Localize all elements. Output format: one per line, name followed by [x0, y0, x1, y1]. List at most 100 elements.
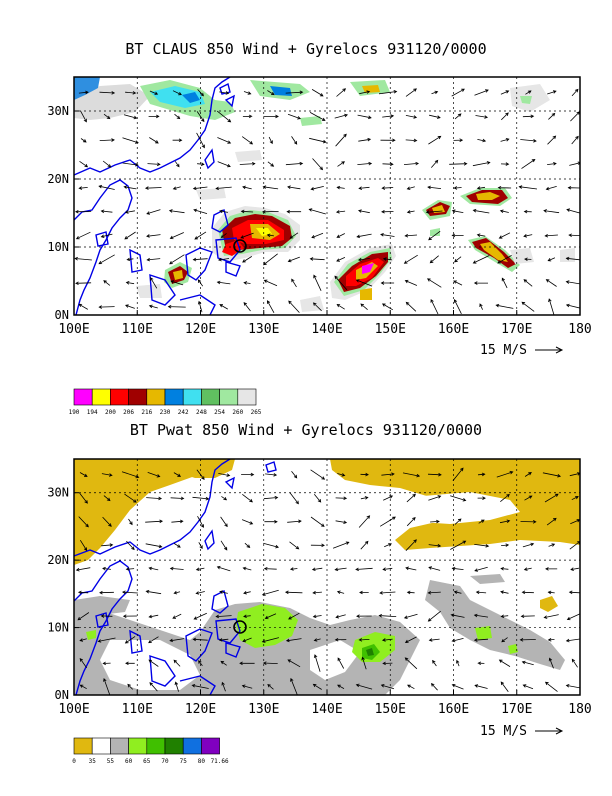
colorbar-swatch	[164, 388, 184, 406]
top-vector-reference-label: 15 M/S	[480, 343, 527, 358]
wind-vector	[427, 472, 442, 477]
wind-vector	[261, 637, 279, 643]
y-tick-label: 10N	[47, 240, 69, 254]
wind-vector	[548, 112, 556, 120]
wind-vector	[79, 472, 88, 477]
wind-vector	[215, 186, 232, 191]
colorbar-level-label: 70	[161, 758, 169, 765]
bottom-vector-reference: 15 M/S	[480, 724, 564, 739]
wind-vector	[336, 257, 346, 262]
wind-vector	[80, 110, 87, 123]
top-axis-ticks: 100E 110E 120E 130E 140E 150E 160E 170E 180 0N 10N…	[47, 104, 591, 337]
wind-vector	[336, 185, 345, 190]
x-tick-label: 100E	[58, 702, 89, 717]
wind-vector	[497, 185, 512, 190]
wind-vector	[287, 113, 301, 120]
wind-vector	[453, 590, 462, 594]
wind-vector	[311, 89, 324, 97]
wind-vector	[196, 111, 205, 123]
wind-vector	[102, 516, 112, 527]
wind-vector	[79, 492, 88, 504]
wind-vector	[77, 612, 90, 621]
wind-vector	[79, 638, 87, 642]
wind-vector	[474, 89, 489, 96]
wind-vector	[197, 162, 205, 166]
colorbar-level-label: 65	[143, 758, 151, 765]
wind-vector	[522, 542, 535, 548]
x-tick-label: 160E	[438, 702, 469, 717]
wind-vector	[221, 496, 228, 501]
wind-vector	[380, 281, 395, 285]
wind-vector	[313, 274, 322, 291]
wind-vector	[404, 233, 418, 238]
wind-vector	[497, 255, 512, 264]
wind-vector	[75, 281, 92, 286]
wind-vector	[429, 255, 439, 264]
wind-vector	[547, 590, 555, 595]
wind-vector	[287, 659, 301, 668]
wind-vector	[500, 138, 510, 142]
wind-vector	[239, 161, 256, 166]
wind-vector	[148, 304, 158, 309]
wind-vector	[122, 162, 139, 167]
wind-vector	[268, 136, 273, 145]
x-tick-label: 130E	[248, 702, 279, 717]
wind-vector	[75, 567, 91, 572]
wind-vector	[454, 256, 462, 263]
wind-vector	[75, 231, 91, 240]
wind-vector	[308, 208, 326, 215]
colorbar-level-label: 242	[178, 409, 189, 416]
wind-vector	[148, 566, 159, 571]
wind-vector	[267, 90, 275, 96]
wind-vector	[309, 257, 325, 261]
wind-vector	[547, 90, 557, 95]
wind-vector	[425, 210, 443, 214]
wind-vector	[219, 91, 230, 95]
wind-vector	[406, 186, 415, 190]
wind-vector	[405, 539, 417, 551]
wind-vector	[520, 520, 537, 524]
wind-vector	[382, 114, 395, 118]
wind-vector	[453, 186, 462, 190]
wind-vector	[357, 114, 372, 120]
wind-vector	[430, 519, 440, 524]
top-vector-reference: 15 M/S	[480, 343, 564, 358]
wind-vector	[197, 89, 204, 97]
colorbar-swatch	[164, 737, 184, 755]
wind-vector	[197, 279, 204, 287]
wind-vector	[103, 678, 111, 695]
wind-vector	[98, 305, 115, 309]
wind-vector	[285, 638, 302, 643]
wind-vector	[547, 637, 555, 642]
wind-vector	[500, 590, 509, 594]
wind-vector	[125, 304, 135, 309]
wind-vector	[522, 684, 534, 690]
wind-vector	[102, 566, 111, 571]
wind-vector	[359, 590, 369, 595]
colorbar-swatch	[73, 388, 93, 406]
x-tick-label: 110E	[122, 322, 153, 337]
colorbar-swatch	[128, 388, 148, 406]
wind-vector	[406, 210, 415, 214]
wind-vector	[219, 209, 228, 214]
wind-vector	[79, 160, 89, 168]
wind-vector	[521, 159, 536, 169]
wind-vector	[360, 496, 369, 500]
wind-vector	[382, 257, 392, 261]
wind-vector	[287, 519, 302, 524]
y-tick-label: 0N	[55, 308, 69, 322]
wind-vector	[427, 185, 442, 190]
wind-vector	[525, 90, 532, 95]
colorbar-swatch	[146, 388, 166, 406]
wind-vector	[522, 114, 535, 119]
wind-vector	[239, 661, 255, 666]
wind-vector	[432, 659, 437, 667]
x-tick-label: 140E	[311, 702, 342, 717]
wind-vector	[359, 90, 371, 95]
wind-vector	[380, 684, 395, 690]
wind-vector	[403, 254, 418, 264]
wind-vector	[501, 277, 508, 289]
wind-vector	[148, 659, 159, 667]
wind-vector	[78, 516, 89, 528]
y-tick-label: 20N	[47, 172, 69, 186]
